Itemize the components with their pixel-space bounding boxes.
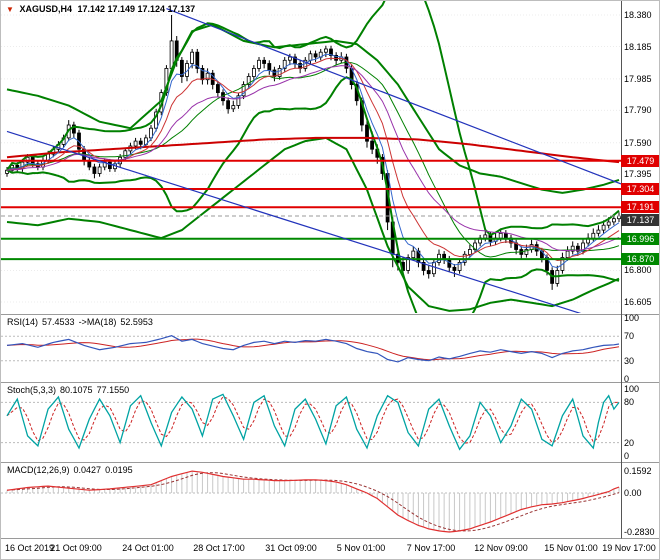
chart-canvas[interactable] (1, 1, 660, 560)
trading-chart-window: ▼ XAGUSD,H4 17.142 17.149 17.124 17.137 … (0, 0, 660, 560)
